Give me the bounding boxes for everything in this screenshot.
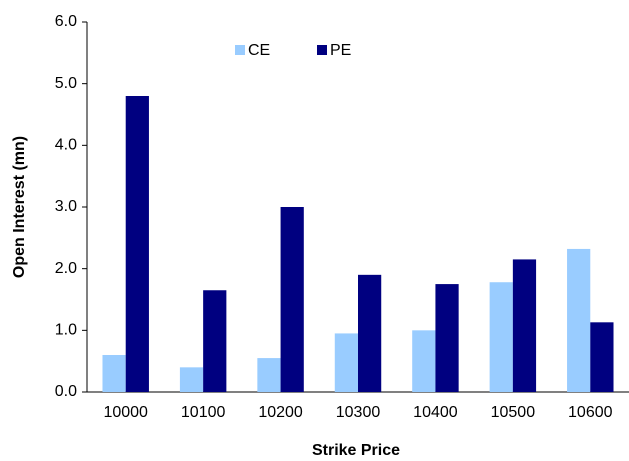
bar — [334, 333, 358, 392]
bar — [512, 259, 537, 392]
x-tick-label: 10500 — [491, 404, 536, 421]
bar — [567, 248, 591, 392]
bar — [125, 96, 149, 392]
bar — [280, 207, 304, 392]
x-tick-label: 10000 — [103, 404, 148, 421]
y-axis-label: Open Interest (mn) — [11, 136, 28, 278]
y-tick-label: 3.0 — [55, 198, 77, 215]
bar — [435, 284, 459, 392]
y-tick-label: 0.0 — [55, 383, 77, 400]
legend-label: CE — [248, 42, 270, 59]
bar — [179, 367, 204, 392]
legend-swatch — [317, 45, 327, 55]
bar — [257, 358, 281, 392]
bar — [203, 290, 227, 392]
legend-label: PE — [330, 42, 351, 59]
x-tick-label: 10600 — [568, 404, 613, 421]
y-tick-label: 5.0 — [55, 75, 77, 92]
x-tick-label: 10400 — [413, 404, 458, 421]
x-tick-label: 10100 — [181, 404, 226, 421]
x-tick-label: 10300 — [336, 404, 381, 421]
bar — [590, 322, 614, 392]
bar — [358, 274, 382, 392]
bar — [489, 282, 513, 392]
legend-swatch — [235, 45, 245, 55]
y-tick-label: 4.0 — [55, 137, 77, 154]
x-axis-label: Strike Price — [312, 442, 400, 459]
y-tick-label: 1.0 — [55, 322, 77, 339]
y-tick-label: 2.0 — [55, 260, 77, 277]
y-tick-label: 6.0 — [55, 13, 77, 30]
bar — [412, 330, 436, 392]
bar — [102, 355, 126, 392]
x-tick-label: 10200 — [258, 404, 303, 421]
